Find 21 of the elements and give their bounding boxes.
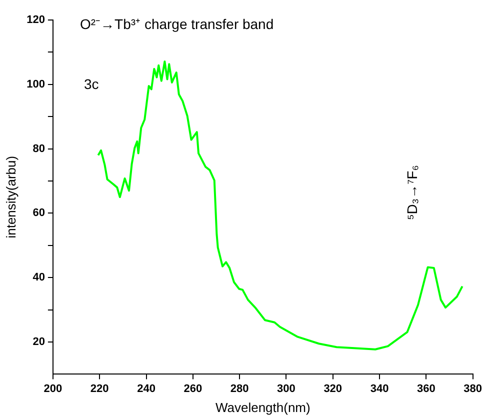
x-tick-label: 340 <box>370 382 389 395</box>
y-tick-label: 20 <box>32 336 45 348</box>
y-tick-label: 100 <box>26 78 45 90</box>
x-tick-label: 380 <box>464 382 482 395</box>
y-axis-title: intensity(arbu) <box>3 156 18 238</box>
x-tick-label: 360 <box>416 382 436 395</box>
x-tick-label: 300 <box>277 382 296 395</box>
x-tick-label: 220 <box>90 382 109 395</box>
x-tick-label: 320 <box>324 382 342 395</box>
x-axis-title: Wavelength(nm) <box>215 400 310 415</box>
x-tick-label: 240 <box>137 382 156 395</box>
x-tick-label: 280 <box>230 382 249 395</box>
y-tick-label: 60 <box>32 207 45 220</box>
annotation: O²⁻→Tb³⁺ charge transfer band <box>80 15 274 33</box>
y-tick-label: 40 <box>32 272 45 284</box>
y-tick-label: 80 <box>32 142 45 155</box>
y-tick-label: 120 <box>26 14 45 26</box>
x-tick-label: 200 <box>44 382 62 395</box>
annotation: 3c <box>84 76 99 92</box>
x-tick-label: 260 <box>184 382 202 395</box>
annotation: ⁵D₃→⁷F₆ <box>404 165 420 220</box>
